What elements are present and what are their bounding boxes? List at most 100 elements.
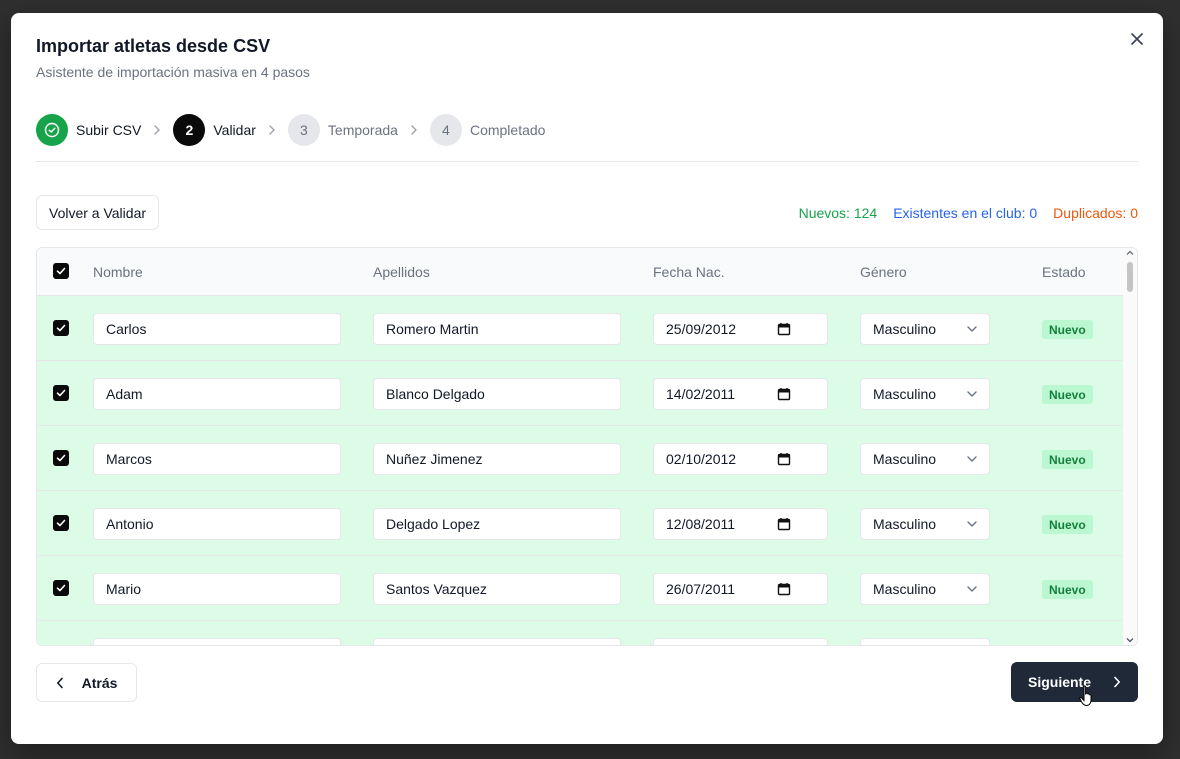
- birth-date-input[interactable]: 02/10/2012: [653, 443, 828, 475]
- gender-value: Masculino: [873, 581, 937, 597]
- step-2-circle: 2: [173, 113, 206, 146]
- scrollbar-thumb[interactable]: [1127, 262, 1133, 292]
- status-badge: Nuevo: [1042, 450, 1093, 469]
- gender-value: Masculino: [873, 386, 937, 402]
- row-checkbox[interactable]: [53, 320, 69, 336]
- check-icon: [56, 389, 66, 397]
- next-button[interactable]: Siguiente: [1011, 662, 1138, 702]
- row-checkbox[interactable]: [53, 515, 69, 531]
- gender-select[interactable]: Masculino: [860, 573, 990, 605]
- row-checkbox[interactable]: [53, 580, 69, 596]
- gender-value: Masculino: [873, 321, 937, 337]
- birth-date-value: 14/02/2011: [666, 386, 736, 402]
- check-icon: [56, 324, 66, 332]
- chevron-right-icon: [268, 124, 276, 135]
- birth-date-value: 12/08/2011: [666, 516, 736, 532]
- status-badge: Nuevo: [1042, 515, 1093, 534]
- calendar-icon[interactable]: [777, 582, 791, 596]
- last-name-input[interactable]: Nuñez Jimenez: [373, 443, 621, 475]
- chevron-down-icon: [967, 326, 977, 332]
- birth-date-input[interactable]: 12/08/2011: [653, 508, 828, 540]
- status-badge: Nuevo: [1042, 385, 1093, 404]
- header-gender: Género: [860, 264, 907, 280]
- chevron-down-icon: [967, 521, 977, 527]
- last-name-input[interactable]: [373, 638, 621, 645]
- name-input[interactable]: Mario: [93, 573, 341, 605]
- step-1-circle: [36, 113, 68, 146]
- birth-date-input[interactable]: 26/07/2011: [653, 573, 828, 605]
- birth-date-value: 02/10/2012: [666, 451, 737, 467]
- birth-date-value: 25/09/2012: [666, 321, 737, 337]
- gender-select[interactable]: Masculino: [860, 508, 990, 540]
- check-icon: [56, 454, 66, 462]
- close-icon: [1131, 33, 1143, 45]
- table-row: Marcos Nuñez Jimenez 02/10/2012 Masculin…: [37, 426, 1123, 491]
- step-validar: 2 Validar: [173, 113, 256, 146]
- last-name-input[interactable]: Blanco Delgado: [373, 378, 621, 410]
- check-icon: [56, 519, 66, 527]
- birth-date-value: 26/07/2011: [666, 581, 736, 597]
- back-button-label: Atrás: [81, 674, 118, 691]
- gender-select[interactable]: Masculino: [860, 443, 990, 475]
- table-scrollbar[interactable]: [1123, 248, 1137, 645]
- chevron-up-icon[interactable]: [1125, 248, 1135, 258]
- name-input[interactable]: Marcos: [93, 443, 341, 475]
- row-checkbox[interactable]: [53, 450, 69, 466]
- birth-date-input[interactable]: 25/09/2012: [653, 313, 828, 345]
- back-button[interactable]: Atrás: [36, 663, 137, 702]
- gender-value: Masculino: [873, 451, 937, 467]
- header-divider: [36, 161, 1138, 162]
- name-input[interactable]: Adam: [93, 378, 341, 410]
- import-dialog: Importar atletas desde CSV Asistente de …: [11, 13, 1163, 744]
- name-input[interactable]: [93, 638, 341, 645]
- dialog-subtitle: Asistente de importación masiva en 4 pas…: [36, 64, 310, 80]
- stat-new: Nuevos: 124: [798, 205, 878, 221]
- next-button-label: Siguiente: [1027, 674, 1091, 690]
- last-name-input[interactable]: Romero Martin: [373, 313, 621, 345]
- header-birth-date: Fecha Nac.: [653, 264, 725, 280]
- last-name-input[interactable]: Santos Vazquez: [373, 573, 621, 605]
- check-icon: [56, 267, 66, 275]
- table-row: Carlos Romero Martin 25/09/2012 Masculin…: [37, 296, 1123, 361]
- row-checkbox[interactable]: [53, 385, 69, 401]
- chevron-right-icon: [153, 124, 161, 135]
- chevron-right-icon: [1114, 676, 1120, 688]
- hand-cursor-icon: [1079, 685, 1092, 707]
- close-button[interactable]: [1127, 29, 1147, 49]
- status-badge: Nuevo: [1042, 320, 1093, 339]
- select-all-checkbox[interactable]: [53, 263, 69, 279]
- step-subir-csv: Subir CSV: [36, 113, 142, 146]
- header-last-name: Apellidos: [373, 264, 430, 280]
- step-3-label: Temporada: [327, 121, 398, 138]
- step-1-label: Subir CSV: [76, 121, 142, 138]
- check-icon: [56, 584, 66, 592]
- chevron-left-icon: [56, 677, 63, 688]
- step-4-circle: 4: [429, 113, 462, 146]
- chevron-down-icon[interactable]: [1125, 635, 1135, 645]
- calendar-icon[interactable]: [777, 517, 791, 531]
- gender-value: Masculino: [873, 516, 937, 532]
- calendar-icon[interactable]: [777, 452, 791, 466]
- table-body: Carlos Romero Martin 25/09/2012 Masculin…: [37, 296, 1123, 645]
- step-temporada: 3 Temporada: [287, 113, 398, 146]
- gender-select[interactable]: [860, 638, 990, 645]
- chevron-right-icon: [410, 124, 418, 135]
- table-row: Adam Blanco Delgado 14/02/2011 Masculino…: [37, 361, 1123, 426]
- gender-select[interactable]: Masculino: [860, 313, 990, 345]
- table-header: Nombre Apellidos Fecha Nac. Género Estad…: [37, 248, 1123, 296]
- header-status: Estado: [1042, 264, 1086, 280]
- name-input[interactable]: Antonio: [93, 508, 341, 540]
- status-badge: Nuevo: [1042, 580, 1093, 599]
- birth-date-input[interactable]: [653, 638, 828, 645]
- gender-select[interactable]: Masculino: [860, 378, 990, 410]
- import-stats: Nuevos: 124 Existentes en el club: 0 Dup…: [799, 205, 1138, 221]
- calendar-icon[interactable]: [777, 322, 791, 336]
- birth-date-input[interactable]: 14/02/2011: [653, 378, 828, 410]
- calendar-icon[interactable]: [777, 387, 791, 401]
- last-name-input[interactable]: Delgado Lopez: [373, 508, 621, 540]
- header-name: Nombre: [93, 264, 143, 280]
- back-to-validate-button[interactable]: Volver a Validar: [36, 195, 160, 230]
- step-2-label: Validar: [213, 121, 256, 138]
- stat-existing: Existentes en el club: 0: [893, 205, 1038, 221]
- name-input[interactable]: Carlos: [93, 313, 341, 345]
